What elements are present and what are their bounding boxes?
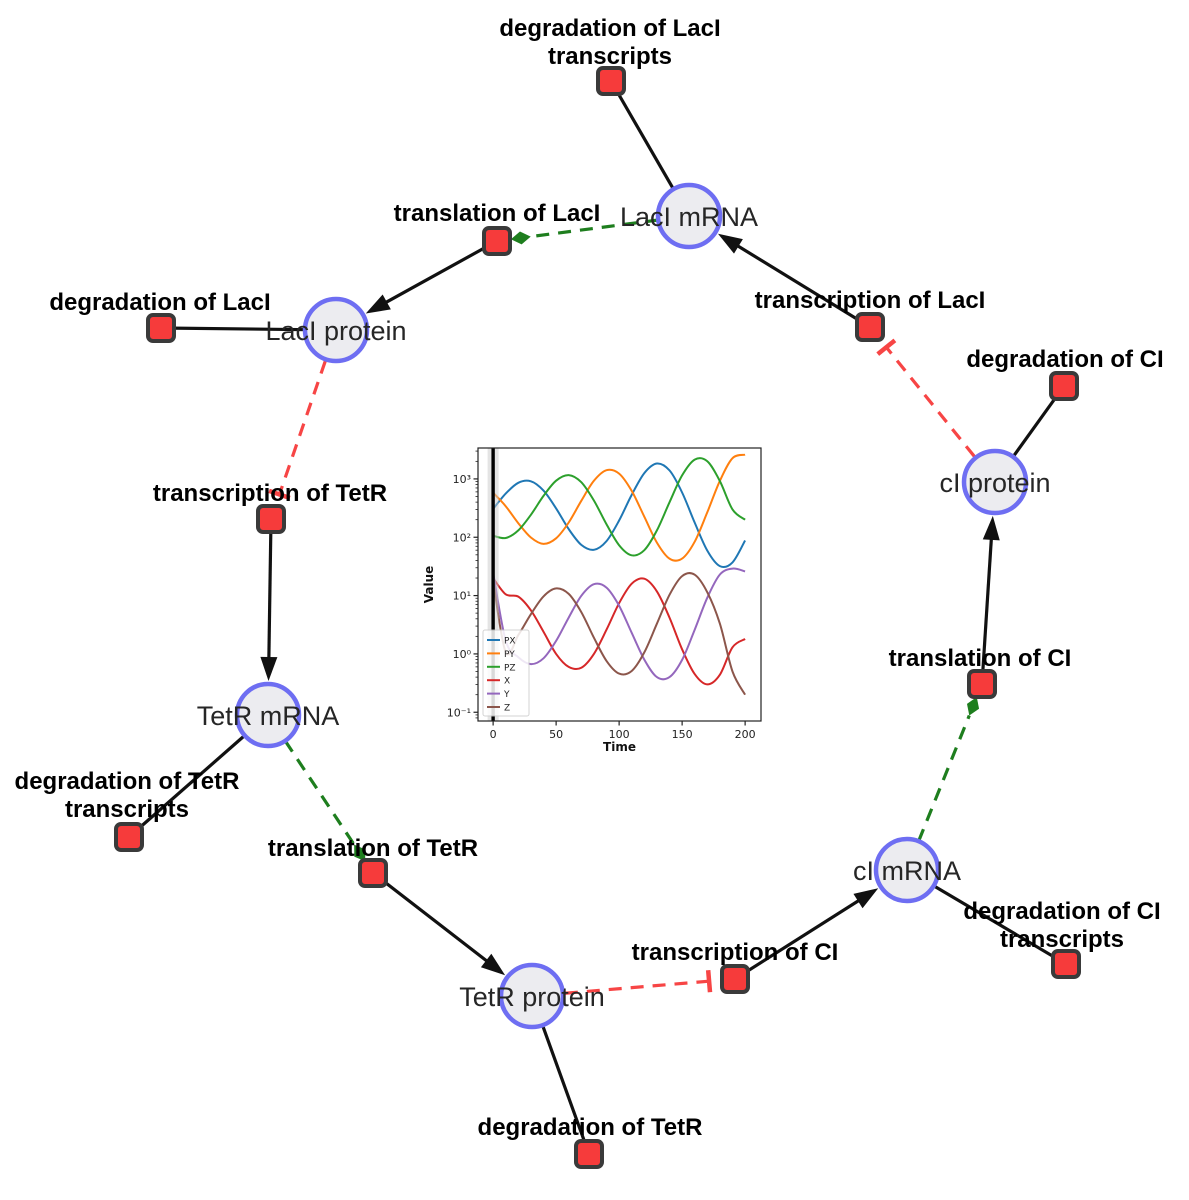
reaction-node-degradation-ci-transcripts[interactable] [1051,949,1081,979]
edge-translation-tetr--tetr-protein [372,871,494,967]
reaction-node-degradation-ci[interactable] [1049,371,1079,401]
reaction-node-transcription-laci[interactable] [855,312,885,342]
inhibition-tbar-icon [268,488,291,501]
chart-series-PZ [492,457,746,557]
reaction-node-translation-laci[interactable] [482,226,512,256]
species-node-laci-mrna[interactable] [655,182,723,250]
species-node-ci-mrna[interactable] [873,836,941,904]
chart-series-PX [492,462,746,568]
species-label-laci-protein: LacI protein [265,316,406,346]
edge-degradation-tetr-transcripts--tetr-mrna [127,732,248,839]
reaction-node-transcription-tetr[interactable] [256,504,286,534]
legend-label-X: X [504,677,510,687]
species-label-ci-protein: cI protein [939,468,1050,498]
reaction-label-degradation-laci: degradation of LacI [49,289,270,316]
y-tick-label: 10¹ [453,590,471,603]
inhibition-tbar-icon [876,338,897,356]
legend-label-Y: Y [503,690,510,700]
reaction-node-translation-ci[interactable] [967,669,997,699]
edge-translation-ci--ci-protein [980,531,994,685]
edge-degradation-tetr--tetr-protein [540,1022,591,1155]
inhibition-tbar-icon [705,970,713,993]
arrowhead-icon [717,233,743,254]
reaction-label-transcription-tetr: transcription of TetR [153,480,387,507]
species-node-laci-protein[interactable] [302,296,370,364]
species-label-tetr-protein: TetR protein [459,982,605,1012]
reaction-label-degradation-ci: degradation of CI [966,346,1163,373]
nodes-layer [114,66,1081,1169]
chart-series-X [492,577,746,686]
edge-tetr-protein--transcription-ci [564,979,710,995]
reaction-label-translation-ci: translation of CI [889,645,1072,672]
arrowhead-icon [365,294,391,314]
chart-series-Z [492,572,746,696]
species-label-laci-mrna: LacI mRNA [620,202,758,232]
reaction-node-transcription-ci[interactable] [720,964,750,994]
reaction-node-degradation-tetr[interactable] [574,1139,604,1169]
reaction-label-degradation-ci-transcripts: degradation of CI [963,898,1160,925]
reaction-node-degradation-tetr-transcripts[interactable] [114,822,144,852]
y-tick-label: 10⁰ [453,648,472,661]
modifier-diamond-icon [354,844,366,862]
species-node-ci-protein[interactable] [961,448,1029,516]
reaction-node-degradation-laci-transcripts[interactable] [596,66,626,96]
y-tick-label: 10⁻¹ [447,706,471,719]
reaction-label-transcription-laci: transcription of LacI [755,287,986,314]
edge-transcription-ci--ci-mrna [734,895,866,981]
edge-degradation-laci--laci-protein [160,326,308,332]
reaction-label-translation-laci: translation of LacI [394,200,601,227]
reaction-label-translation-tetr: translation of TetR [268,835,478,862]
chart-legend: PX PY PZ XYZ [482,629,530,717]
modifier-diamond-icon [966,696,980,716]
y-axis-label: Value [422,566,436,604]
reaction-label-degradation-laci-transcripts: transcripts [548,43,672,70]
edge-ci-mrna--translation-ci [917,714,971,842]
edge-transcription-tetr--tetr-mrna [267,518,273,666]
x-tick-label: 150 [672,728,693,741]
chart-series-Y [492,567,746,681]
x-tick-label: 100 [609,728,630,741]
arrowhead-icon [260,656,278,682]
legend-label-PZ: PZ [504,663,516,673]
reaction-node-degradation-laci[interactable] [146,313,176,343]
edge-laci-protein--transcription-tetr [277,360,327,495]
x-tick-label: 200 [735,728,756,741]
edge-ci-protein--transcription-laci [885,346,976,458]
labels-layer: LacI mRNA LacI protein TetR mRNA TetR prote… [15,15,1164,1141]
arrowhead-icon [982,515,1000,541]
x-tick-label: 0 [490,728,497,741]
x-axis-label: Time [603,740,636,754]
edge-transcription-laci--laci-mrna [730,240,871,329]
reaction-label-transcription-ci: transcription of CI [632,939,839,966]
reaction-label-degradation-tetr-transcripts: transcripts [65,796,189,823]
arrowhead-icon [853,888,879,909]
species-label-tetr-mrna: TetR mRNA [197,701,340,731]
y-tick-label: 10² [453,531,471,544]
reaction-label-degradation-tetr: degradation of TetR [478,1114,703,1141]
reaction-label-degradation-ci-transcripts: transcripts [1000,926,1124,953]
edge-translation-laci--laci-protein [378,239,498,308]
legend-label-PX: PX [504,637,516,647]
edge-degradation-laci-transcripts--laci-mrna [609,80,676,192]
species-label-ci-mrna: cI mRNA [853,856,961,886]
x-tick-label: 50 [549,728,563,741]
edges-layer [127,80,1067,1155]
edge-degradation-ci-transcripts--ci-mrna [931,883,1067,966]
reaction-label-degradation-laci-transcripts: degradation of LacI [499,15,720,42]
arrowhead-icon [480,953,506,976]
legend-label-Z: Z [504,704,510,714]
y-tick-label: 10³ [453,473,471,486]
chart-series-PY [492,453,746,562]
modifier-diamond-icon [510,231,531,245]
species-node-tetr-protein[interactable] [498,962,566,1030]
legend-label-PY: PY [504,650,515,660]
species-node-tetr-mrna[interactable] [234,681,302,749]
reaction-node-translation-tetr[interactable] [358,858,388,888]
reaction-label-degradation-tetr-transcripts: degradation of TetR [15,768,240,795]
edge-tetr-mrna--translation-tetr [283,739,356,846]
